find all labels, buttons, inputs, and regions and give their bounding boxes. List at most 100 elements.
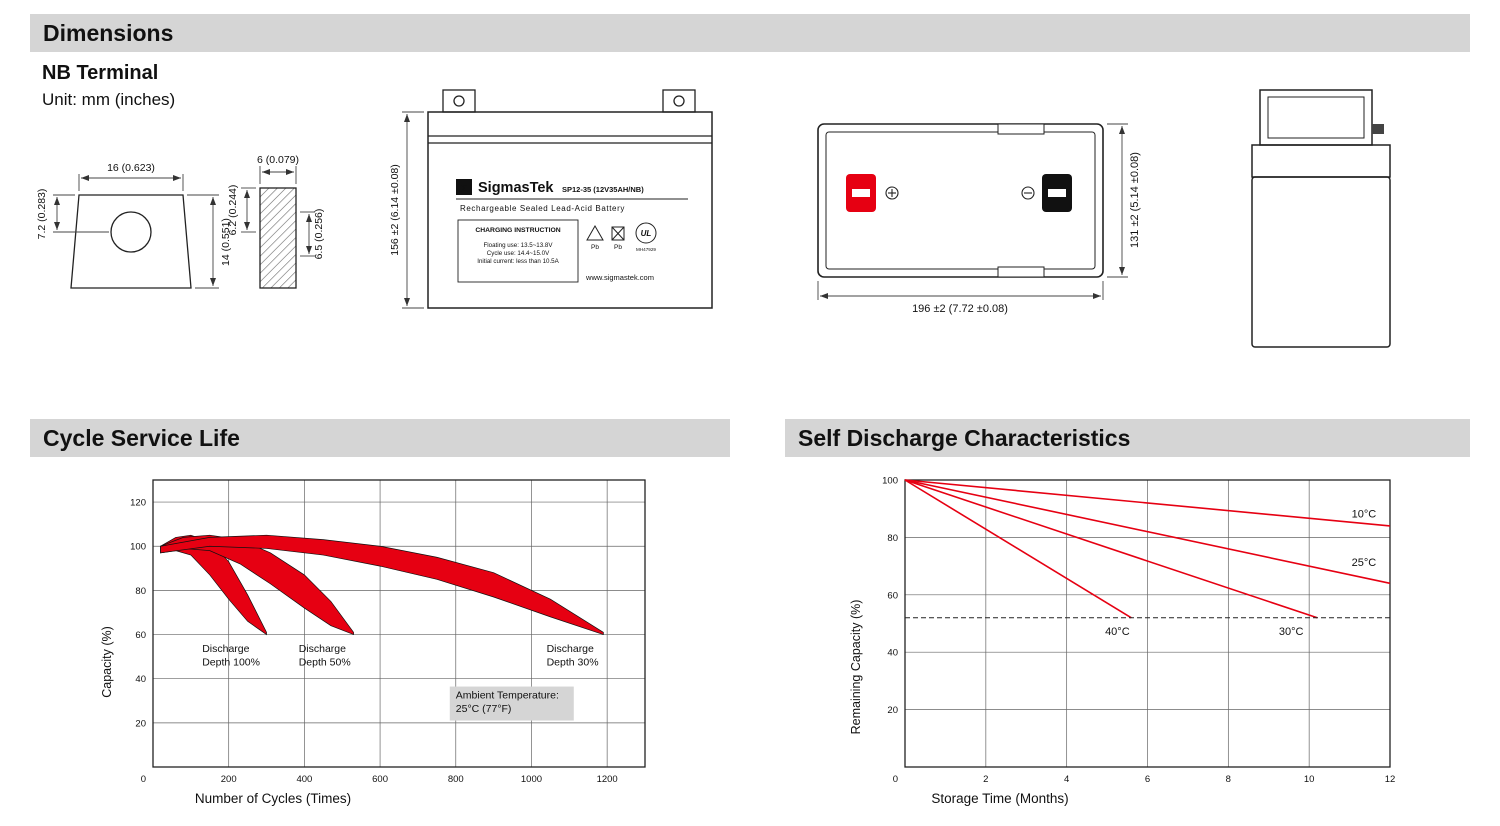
dim-side-upper: 6.2 (0.244) bbox=[227, 185, 239, 236]
x-tick-label: 2 bbox=[983, 774, 988, 785]
x-tick-label: 1200 bbox=[597, 774, 618, 785]
battery-top-outline bbox=[817, 123, 1104, 278]
side-body bbox=[1251, 176, 1391, 348]
ul-code: MH47929 bbox=[636, 247, 656, 252]
dim-terminal-width: 16 (0.623) bbox=[107, 162, 155, 174]
dim-battery-height: 156 ±2 (6.14 ±0.08) bbox=[389, 164, 401, 256]
x-tick-label: 600 bbox=[372, 774, 388, 785]
side-lid bbox=[1251, 144, 1391, 178]
unit-note: Unit: mm (inches) bbox=[42, 90, 176, 109]
cycle-service-life-title: Cycle Service Life bbox=[43, 424, 240, 451]
charging-line-2: Cycle use: 14.4~15.0V bbox=[487, 250, 550, 257]
x-tick-label: 200 bbox=[221, 774, 237, 785]
x-axis-label: Number of Cycles (Times) bbox=[195, 791, 351, 806]
side-terminal-pin bbox=[1372, 124, 1384, 134]
series-label-30-c: 30°C bbox=[1279, 626, 1304, 638]
terminal-face-outline bbox=[70, 194, 192, 289]
series-label-40-c: 40°C bbox=[1105, 626, 1130, 638]
x-axis-label: Storage Time (Months) bbox=[931, 791, 1068, 806]
battery-label: Σ SigmasTek SP12-35 (12V35AH/NB) Recharg… bbox=[456, 179, 688, 283]
x-tick-label: 12 bbox=[1385, 774, 1396, 785]
ul-icon bbox=[635, 222, 657, 244]
y-tick-label: 80 bbox=[887, 533, 898, 544]
terminal-side-section bbox=[259, 187, 297, 289]
series-30-c bbox=[904, 479, 1318, 619]
left-terminal-hole bbox=[453, 95, 465, 107]
website-text: www.sigmastek.com bbox=[585, 273, 654, 282]
series-label-25-c: 25°C bbox=[1352, 557, 1377, 569]
y-tick-label: 20 bbox=[887, 705, 898, 716]
series-10-c bbox=[904, 479, 1391, 527]
dim-side-lower: 6.5 (0.256) bbox=[313, 209, 325, 260]
y-tick-label: 60 bbox=[135, 630, 146, 641]
section-header-dimensions: Dimensions bbox=[30, 14, 1470, 52]
self-discharge-chart: 2 4 6 8 10 12 20 40 60 80 100 0 10°C 25°C 30°C 40°C Stor… bbox=[849, 476, 1396, 807]
annotation: Depth 100% bbox=[202, 657, 260, 669]
y-tick-label: 100 bbox=[882, 476, 898, 487]
dim-terminal-height: 14 (0.551) bbox=[220, 218, 232, 266]
y-tick-label: 20 bbox=[135, 718, 146, 729]
right-terminal-post bbox=[662, 89, 696, 113]
terminal-hole bbox=[110, 211, 152, 253]
y-tick-label: 120 bbox=[130, 498, 146, 509]
left-terminal-post bbox=[442, 89, 476, 113]
y-tick-label: 60 bbox=[887, 590, 898, 601]
x-tick-label: 8 bbox=[1226, 774, 1231, 785]
plot-border bbox=[152, 479, 646, 768]
dim-battery-length: 196 ±2 (7.72 ±0.08) bbox=[912, 303, 1008, 315]
positive-terminal-slot bbox=[852, 189, 870, 197]
origin-tick-label: 0 bbox=[893, 774, 898, 785]
annotation-bg bbox=[449, 686, 574, 721]
negative-terminal-slot bbox=[1048, 189, 1066, 197]
y-axis-label: Remaining Capacity (%) bbox=[849, 600, 863, 735]
charging-line-1: Floating use: 13.5~13.8V bbox=[484, 242, 554, 249]
front-view-drawing: 156 ±2 (6.14 ±0.08) Σ SigmasTek SP12-35 … bbox=[389, 89, 713, 309]
pb-label-1: Pb bbox=[591, 244, 599, 251]
top-handle-tab bbox=[997, 123, 1045, 135]
terminal-side-dimension-lines bbox=[241, 166, 315, 257]
annotation: Depth 50% bbox=[299, 657, 351, 669]
y-tick-label: 40 bbox=[887, 648, 898, 659]
pb-bin-icon bbox=[611, 226, 625, 241]
terminal-face-dimension-lines bbox=[53, 174, 219, 289]
annotation: Depth 30% bbox=[547, 657, 599, 669]
annotation: Discharge bbox=[202, 643, 249, 655]
side-view-drawing bbox=[1251, 89, 1391, 348]
brand-name: SigmasTek bbox=[478, 180, 554, 196]
plus-symbol-icon bbox=[885, 186, 899, 200]
annotation: Discharge bbox=[299, 643, 346, 655]
height-dimension-lines bbox=[402, 111, 424, 309]
terminal-type-heading: NB Terminal bbox=[42, 62, 159, 84]
origin-tick-label: 0 bbox=[141, 774, 146, 785]
dim-terminal-hole-offset: 7.2 (0.283) bbox=[36, 189, 48, 240]
sigma-logo-box bbox=[456, 179, 472, 195]
cycle-service-life-chart: 200 400 600 800 1000 1200204060801001200Disch… bbox=[100, 479, 646, 806]
battery-type-text: Rechargeable Sealed Lead-Acid Battery bbox=[460, 204, 625, 213]
minus-symbol-icon bbox=[1021, 186, 1035, 200]
model-number: SP12-35 (12V35AH/NB) bbox=[562, 185, 644, 194]
annotation: Discharge bbox=[547, 643, 594, 655]
charging-title: CHARGING INSTRUCTION bbox=[475, 227, 560, 234]
y-tick-label: 40 bbox=[135, 674, 146, 685]
right-terminal-hole bbox=[673, 95, 685, 107]
side-terminal-bracket bbox=[1259, 89, 1373, 146]
battery-front-outline bbox=[427, 89, 713, 309]
y-tick-label: 80 bbox=[135, 586, 146, 597]
x-tick-label: 800 bbox=[448, 774, 464, 785]
terminal-face-shape bbox=[70, 194, 192, 289]
y-tick-label: 100 bbox=[130, 542, 146, 553]
self-discharge-title: Self Discharge Characteristics bbox=[798, 424, 1131, 451]
series-25-c bbox=[904, 479, 1391, 585]
band-discharge-depth-30 bbox=[160, 534, 604, 636]
x-tick-label: 400 bbox=[296, 774, 312, 785]
dim-side-width: 6 (0.079) bbox=[257, 154, 299, 166]
pb-recycle-icon bbox=[586, 224, 604, 241]
top-view-dimension-lines bbox=[817, 123, 1128, 300]
top-inner-edge bbox=[825, 131, 1096, 270]
dimensions-title: Dimensions bbox=[43, 19, 174, 46]
x-tick-label: 6 bbox=[1145, 774, 1150, 785]
series-label-10-c: 10°C bbox=[1352, 508, 1377, 520]
pb-label-2: Pb bbox=[614, 244, 622, 251]
annotation: 25°C (77°F) bbox=[456, 703, 512, 715]
